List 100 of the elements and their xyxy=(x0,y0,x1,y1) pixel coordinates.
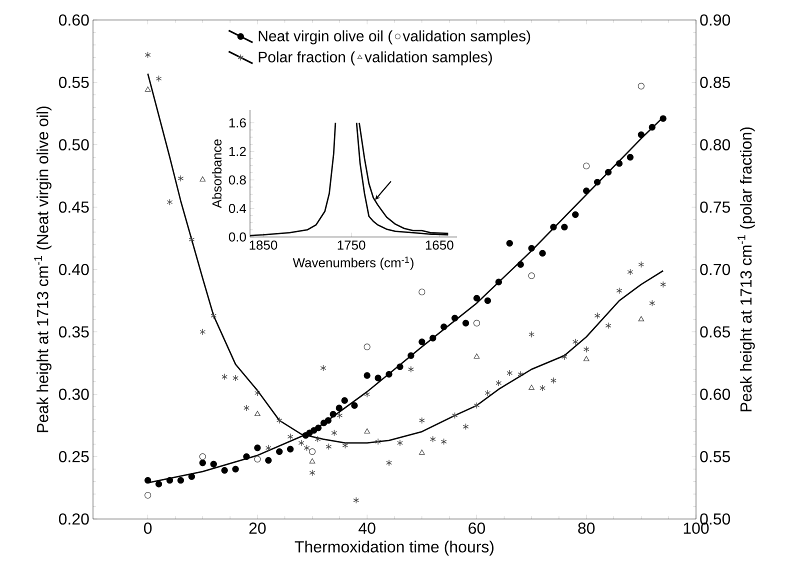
point xyxy=(243,453,250,460)
point xyxy=(276,448,283,455)
point xyxy=(396,363,404,370)
x-tick-label: 1850 xyxy=(250,240,278,250)
point xyxy=(583,356,590,362)
point xyxy=(638,261,644,268)
point xyxy=(528,244,535,252)
point xyxy=(638,82,645,90)
point xyxy=(156,75,162,82)
y-tick-label: 0.50 xyxy=(58,139,89,150)
point xyxy=(221,466,228,474)
y2-tick-label: 0.55 xyxy=(700,450,730,462)
x-tick-label: 0 xyxy=(144,522,152,534)
point xyxy=(309,458,316,464)
point xyxy=(353,496,360,504)
point xyxy=(484,390,491,396)
x-tick-label: 1750 xyxy=(338,240,366,250)
x-tick-label: 100 xyxy=(684,522,709,534)
point xyxy=(331,430,338,436)
point xyxy=(386,370,392,378)
point xyxy=(430,334,436,342)
point xyxy=(326,443,332,450)
y2-tick-label: 0.80 xyxy=(700,139,730,150)
point xyxy=(342,442,348,449)
point xyxy=(265,457,272,464)
point xyxy=(200,328,206,336)
point xyxy=(418,417,425,424)
legend-label: Polar fraction ( xyxy=(258,51,356,66)
point xyxy=(287,433,294,440)
y2-tick-label: 0.65 xyxy=(700,326,730,338)
point xyxy=(616,287,622,294)
point xyxy=(561,353,568,360)
point xyxy=(484,297,492,304)
y-tick-label: 0.35 xyxy=(58,326,89,338)
point xyxy=(166,198,173,206)
point xyxy=(210,460,217,468)
point xyxy=(462,423,469,430)
y2-tick-label: 0.90 xyxy=(700,14,730,26)
point xyxy=(265,444,272,452)
point xyxy=(374,374,382,382)
y-tick-label: 0.4 xyxy=(228,204,246,214)
point xyxy=(517,261,524,268)
point xyxy=(341,397,348,404)
point xyxy=(199,460,206,466)
point xyxy=(364,428,370,434)
point xyxy=(626,154,634,161)
y-tick-label: 0.20 xyxy=(58,513,89,525)
point xyxy=(324,417,332,424)
x-axis-title: Thermoxidation time (hours) xyxy=(294,540,494,556)
point xyxy=(550,377,556,384)
point xyxy=(594,312,600,320)
point xyxy=(188,473,196,480)
point xyxy=(539,250,546,257)
point xyxy=(660,281,666,288)
point xyxy=(314,424,322,432)
point xyxy=(210,312,217,320)
point xyxy=(177,476,184,484)
point xyxy=(528,384,535,390)
y-axis-title: Peak height at 1713 cm$^{-1}$ (Neat virgin olive oil) xyxy=(34,106,52,432)
x-tick-label: 40 xyxy=(358,522,376,534)
point xyxy=(188,236,195,243)
point xyxy=(418,288,426,296)
point xyxy=(583,162,590,170)
point xyxy=(287,446,294,452)
point xyxy=(495,278,502,286)
x-tick-label: 80 xyxy=(578,522,595,534)
point xyxy=(304,444,310,452)
point xyxy=(199,453,206,460)
point xyxy=(451,314,458,322)
point xyxy=(583,346,590,353)
point xyxy=(386,460,392,466)
point xyxy=(604,168,612,176)
point xyxy=(155,480,162,488)
y2-tick-label: 0.75 xyxy=(700,201,730,213)
y2-tick-label: 0.60 xyxy=(700,388,730,400)
point xyxy=(200,176,206,182)
point xyxy=(254,444,261,452)
point xyxy=(166,476,174,484)
point xyxy=(540,384,546,392)
point xyxy=(364,372,370,379)
point xyxy=(627,268,634,276)
point xyxy=(496,380,502,386)
point xyxy=(232,466,239,472)
point xyxy=(254,410,260,416)
y-tick-label: 0.60 xyxy=(58,14,89,26)
point xyxy=(308,448,316,455)
y-tick-label: 1.6 xyxy=(229,118,246,128)
point xyxy=(144,476,152,484)
point xyxy=(222,373,228,380)
y2-tick-label: 0.85 xyxy=(700,76,730,88)
point xyxy=(473,320,480,326)
y-tick-label: 0.0 xyxy=(228,232,246,242)
point xyxy=(144,52,151,58)
point xyxy=(375,438,382,446)
point xyxy=(408,366,414,373)
point xyxy=(440,438,447,446)
point xyxy=(397,440,403,446)
point xyxy=(244,404,250,412)
y-tick-label: 0.45 xyxy=(58,201,89,213)
point xyxy=(320,364,326,372)
